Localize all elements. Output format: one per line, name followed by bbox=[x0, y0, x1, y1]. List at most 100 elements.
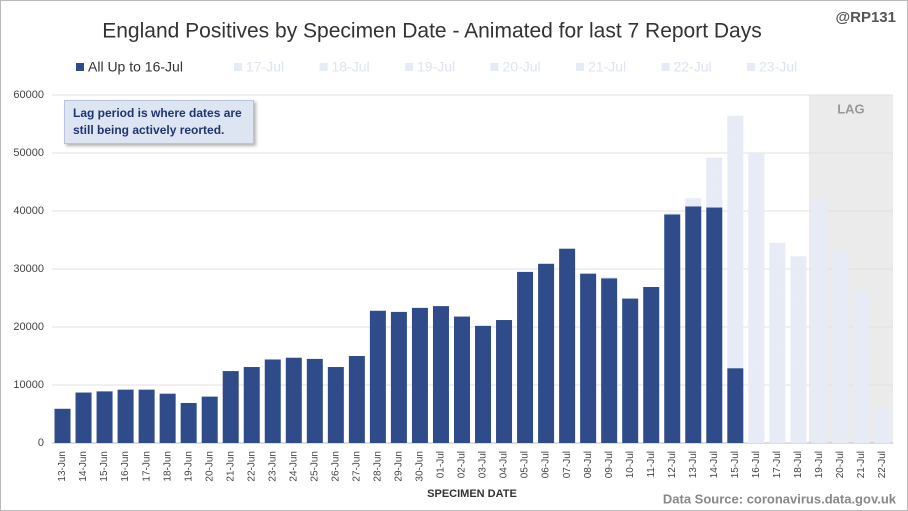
bar bbox=[601, 277, 618, 279]
x-tick-label: 17-Jul bbox=[772, 451, 783, 478]
x-tick-label: 27-Jun bbox=[352, 451, 363, 482]
source: Data Source: coronavirus.data.gov.uk bbox=[663, 491, 897, 506]
legend-label: 17-Jul bbox=[246, 59, 284, 75]
bar bbox=[811, 315, 828, 443]
legend-swatch bbox=[576, 63, 584, 71]
bar bbox=[138, 389, 155, 443]
bar bbox=[559, 248, 576, 443]
bar bbox=[517, 271, 534, 443]
x-tick-label: 08-Jul bbox=[583, 451, 594, 478]
bar bbox=[769, 263, 786, 293]
legend-label: 19-Jul bbox=[417, 59, 455, 75]
x-tick-label: 03-Jul bbox=[478, 451, 489, 478]
y-tick-label: 60000 bbox=[13, 89, 44, 101]
x-tick-label: 06-Jul bbox=[541, 451, 552, 478]
bar bbox=[811, 245, 828, 316]
legend-swatch bbox=[76, 63, 84, 71]
lag-label: LAG bbox=[837, 101, 864, 116]
y-tick-label: 20000 bbox=[13, 321, 44, 333]
annotation: Lag period is where dates are still bein… bbox=[64, 100, 254, 144]
bar bbox=[853, 290, 870, 339]
x-tick-label: 22-Jun bbox=[246, 451, 257, 482]
legend-swatch bbox=[661, 63, 670, 71]
bar bbox=[180, 402, 197, 443]
bar bbox=[790, 256, 807, 264]
x-tick-label: 11-Jul bbox=[646, 451, 657, 478]
legend-swatch bbox=[405, 63, 413, 71]
bar bbox=[75, 392, 92, 443]
x-tick-label: 18-Jul bbox=[793, 451, 804, 478]
y-tick-label: 30000 bbox=[13, 263, 44, 275]
legend-swatch bbox=[319, 63, 328, 71]
x-tick-label: 29-Jun bbox=[394, 451, 405, 482]
x-tick-label: 26-Jun bbox=[330, 451, 341, 482]
bar bbox=[727, 182, 744, 241]
bar bbox=[285, 357, 302, 443]
bar bbox=[706, 184, 723, 208]
legend-label: 18-Jul bbox=[332, 59, 370, 75]
legend-label: All Up to 16-Jul bbox=[88, 59, 183, 75]
bar bbox=[538, 263, 555, 443]
bar bbox=[790, 303, 807, 362]
bar bbox=[96, 391, 113, 443]
x-tick-label: 19-Jun bbox=[183, 451, 194, 482]
x-tick-label: 15-Jun bbox=[99, 451, 110, 482]
bar bbox=[685, 206, 702, 443]
x-tick-label: 15-Jul bbox=[730, 451, 741, 478]
x-tick-label: 24-Jun bbox=[288, 451, 299, 482]
bar bbox=[727, 240, 744, 369]
bar bbox=[727, 368, 744, 443]
x-tick-label: 14-Jul bbox=[709, 451, 720, 478]
bar bbox=[727, 118, 744, 125]
bar bbox=[243, 367, 260, 443]
bar bbox=[832, 251, 849, 275]
x-tick-label: 16-Jun bbox=[120, 451, 131, 482]
y-tick-label: 10000 bbox=[13, 379, 44, 391]
bar bbox=[748, 361, 765, 443]
legend-label: 22-Jul bbox=[674, 59, 712, 75]
y-tick-label: 0 bbox=[38, 437, 44, 449]
bar bbox=[811, 199, 828, 217]
bar bbox=[748, 182, 765, 211]
bar bbox=[706, 164, 723, 173]
bar bbox=[811, 216, 828, 246]
x-tick-label: 25-Jun bbox=[309, 451, 320, 482]
bar bbox=[769, 244, 786, 249]
x-tick-label: 21-Jun bbox=[225, 451, 236, 482]
legend-label: 20-Jul bbox=[503, 59, 541, 75]
bar bbox=[706, 172, 723, 185]
bar bbox=[727, 124, 744, 137]
x-tick-label: 23-Jun bbox=[267, 451, 278, 482]
bar bbox=[748, 211, 765, 269]
bar bbox=[201, 396, 218, 443]
bar bbox=[832, 274, 849, 327]
bar bbox=[790, 361, 807, 443]
bar bbox=[453, 316, 470, 443]
bar bbox=[790, 263, 807, 275]
bar bbox=[727, 136, 744, 154]
bar bbox=[622, 298, 639, 443]
bar bbox=[327, 367, 344, 443]
bar bbox=[685, 201, 702, 207]
bar bbox=[348, 356, 365, 443]
bar bbox=[748, 269, 765, 362]
bar bbox=[369, 310, 386, 443]
x-tick-label: 04-Jul bbox=[499, 451, 510, 478]
x-tick-label: 07-Jul bbox=[562, 451, 573, 478]
bar bbox=[727, 115, 744, 119]
y-tick-label: 40000 bbox=[13, 205, 44, 217]
bar bbox=[853, 338, 870, 443]
bar bbox=[748, 157, 765, 165]
bar bbox=[264, 359, 281, 443]
bar bbox=[685, 198, 702, 200]
legend-swatch bbox=[234, 63, 242, 71]
x-tick-label: 19-Jul bbox=[814, 451, 825, 478]
legend-swatch bbox=[490, 63, 499, 71]
bar bbox=[769, 242, 786, 245]
bar bbox=[706, 159, 723, 165]
x-tick-label: 14-Jun bbox=[78, 451, 89, 482]
x-tick-label: 20-Jun bbox=[204, 451, 215, 482]
x-tick-label: 05-Jul bbox=[520, 451, 531, 478]
x-tick-label: 12-Jul bbox=[667, 451, 678, 478]
